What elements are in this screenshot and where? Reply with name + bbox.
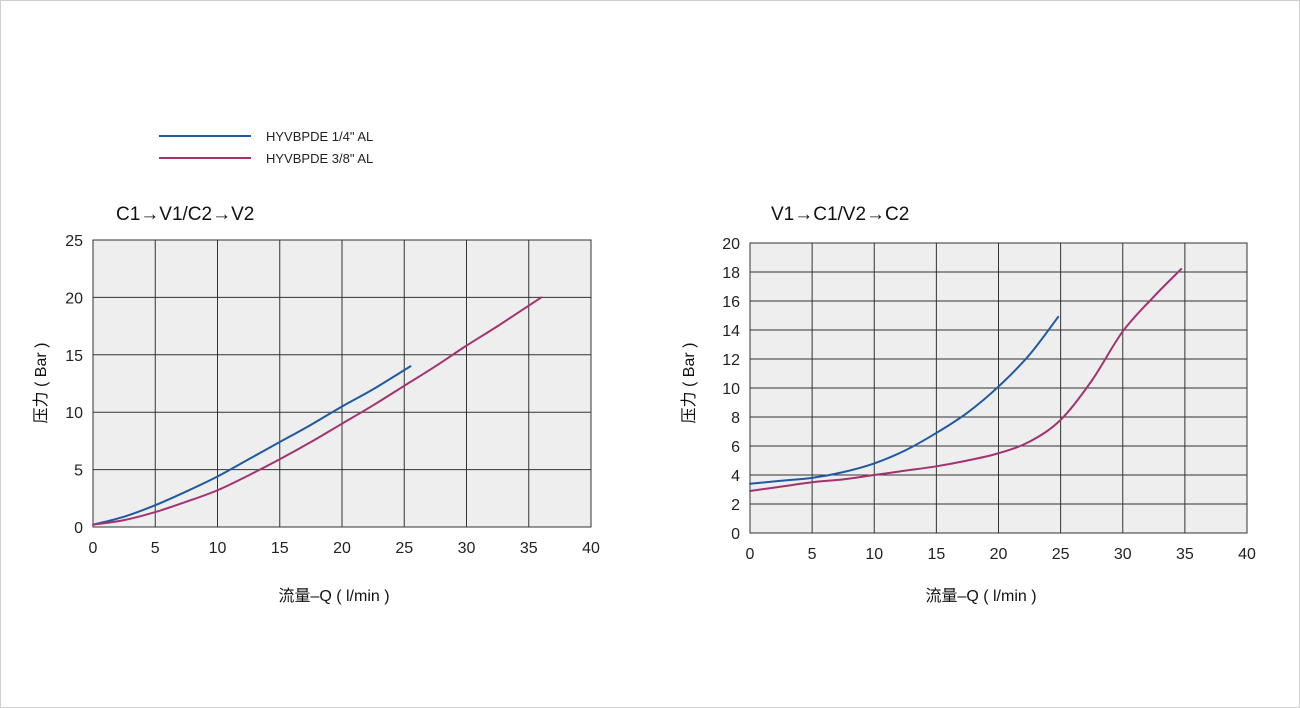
chart-right-x-tick-label: 5 [808, 546, 817, 563]
chart-left-x-tick-label: 25 [395, 540, 413, 557]
chart-left-series-line-1 [92, 365, 412, 526]
chart-right-title: V1→C1/V2→C2 [771, 204, 909, 225]
chart-left-y-tick-label: 0 [74, 520, 83, 537]
chart-right-y-tick-label: 14 [722, 323, 740, 340]
chart-left-x-tick-label: 0 [89, 540, 98, 557]
chart-right-series-line-2 [749, 268, 1183, 492]
chart-right-y-tick-label: 12 [722, 352, 740, 369]
chart-right-y-tick-label: 10 [722, 381, 740, 398]
chart-right-x-tick-label: 0 [746, 546, 755, 563]
chart-left-x-tick-label: 40 [582, 540, 600, 557]
chart-right-y-tick-label: 4 [731, 468, 740, 485]
chart-right-x-tick-label: 30 [1114, 546, 1132, 563]
chart-left-y-tick-label: 15 [65, 348, 83, 365]
chart-right-y-tick-label: 6 [731, 439, 740, 456]
chart-left-title: C1→V1/C2→V2 [116, 204, 254, 225]
chart-right-y-tick-label: 16 [722, 294, 740, 311]
chart-right-y-tick-label: 18 [722, 265, 740, 282]
chart-right-x-tick-label: 15 [927, 546, 945, 563]
chart-right-x-tick-label: 10 [865, 546, 883, 563]
chart-left-series-line-2 [92, 296, 543, 526]
chart-right-xlabel: 流量–Q ( l/min ) [925, 587, 1036, 605]
chart-left-y-tick-label: 25 [65, 233, 83, 250]
legend: HYVBPDE 1/4" AL HYVBPDE 3/8" AL [159, 129, 373, 166]
legend-label-2: HYVBPDE 3/8" AL [266, 151, 373, 166]
chart-left-x-tick-label: 30 [458, 540, 476, 557]
chart-left-x-tick-label: 20 [333, 540, 351, 557]
chart-left-x-tick-label: 10 [209, 540, 227, 557]
chart-right-ylabel: 压力 ( Bar ) [680, 343, 698, 424]
chart-right-x-tick-label: 35 [1176, 546, 1194, 563]
chart-right-series-line-1 [749, 315, 1060, 485]
chart-right-y-tick-label: 0 [731, 526, 740, 543]
legend-label-1: HYVBPDE 1/4" AL [266, 129, 373, 144]
chart-left-xlabel: 流量–Q ( l/min ) [278, 587, 389, 605]
chart-right-x-tick-label: 40 [1238, 546, 1256, 563]
chart-left-y-tick-label: 10 [65, 405, 83, 422]
chart-right-y-tick-label: 20 [722, 236, 740, 253]
chart-right-y-tick-label: 8 [731, 410, 740, 427]
chart-right-x-tick-label: 20 [990, 546, 1008, 563]
chart-left-x-tick-label: 15 [271, 540, 289, 557]
chart-right-y-tick-label: 2 [731, 497, 740, 514]
chart-left-ylabel: 压力 ( Bar ) [32, 343, 50, 424]
chart-right: V1→C1/V2→C2 压力 ( Bar ) 流量–Q ( l/min ) 0 5… [680, 204, 1256, 605]
chart-left-x-tick-label: 5 [151, 540, 160, 557]
chart-left-x-tick-label: 35 [520, 540, 538, 557]
chart-left-y-tick-label: 5 [74, 463, 83, 480]
chart-left: C1→V1/C2→V2 压力 ( Bar ) 流量–Q ( l/min ) 0 5… [32, 204, 600, 605]
chart-right-x-tick-label: 25 [1052, 546, 1070, 563]
chart-left-y-tick-label: 20 [65, 290, 83, 307]
